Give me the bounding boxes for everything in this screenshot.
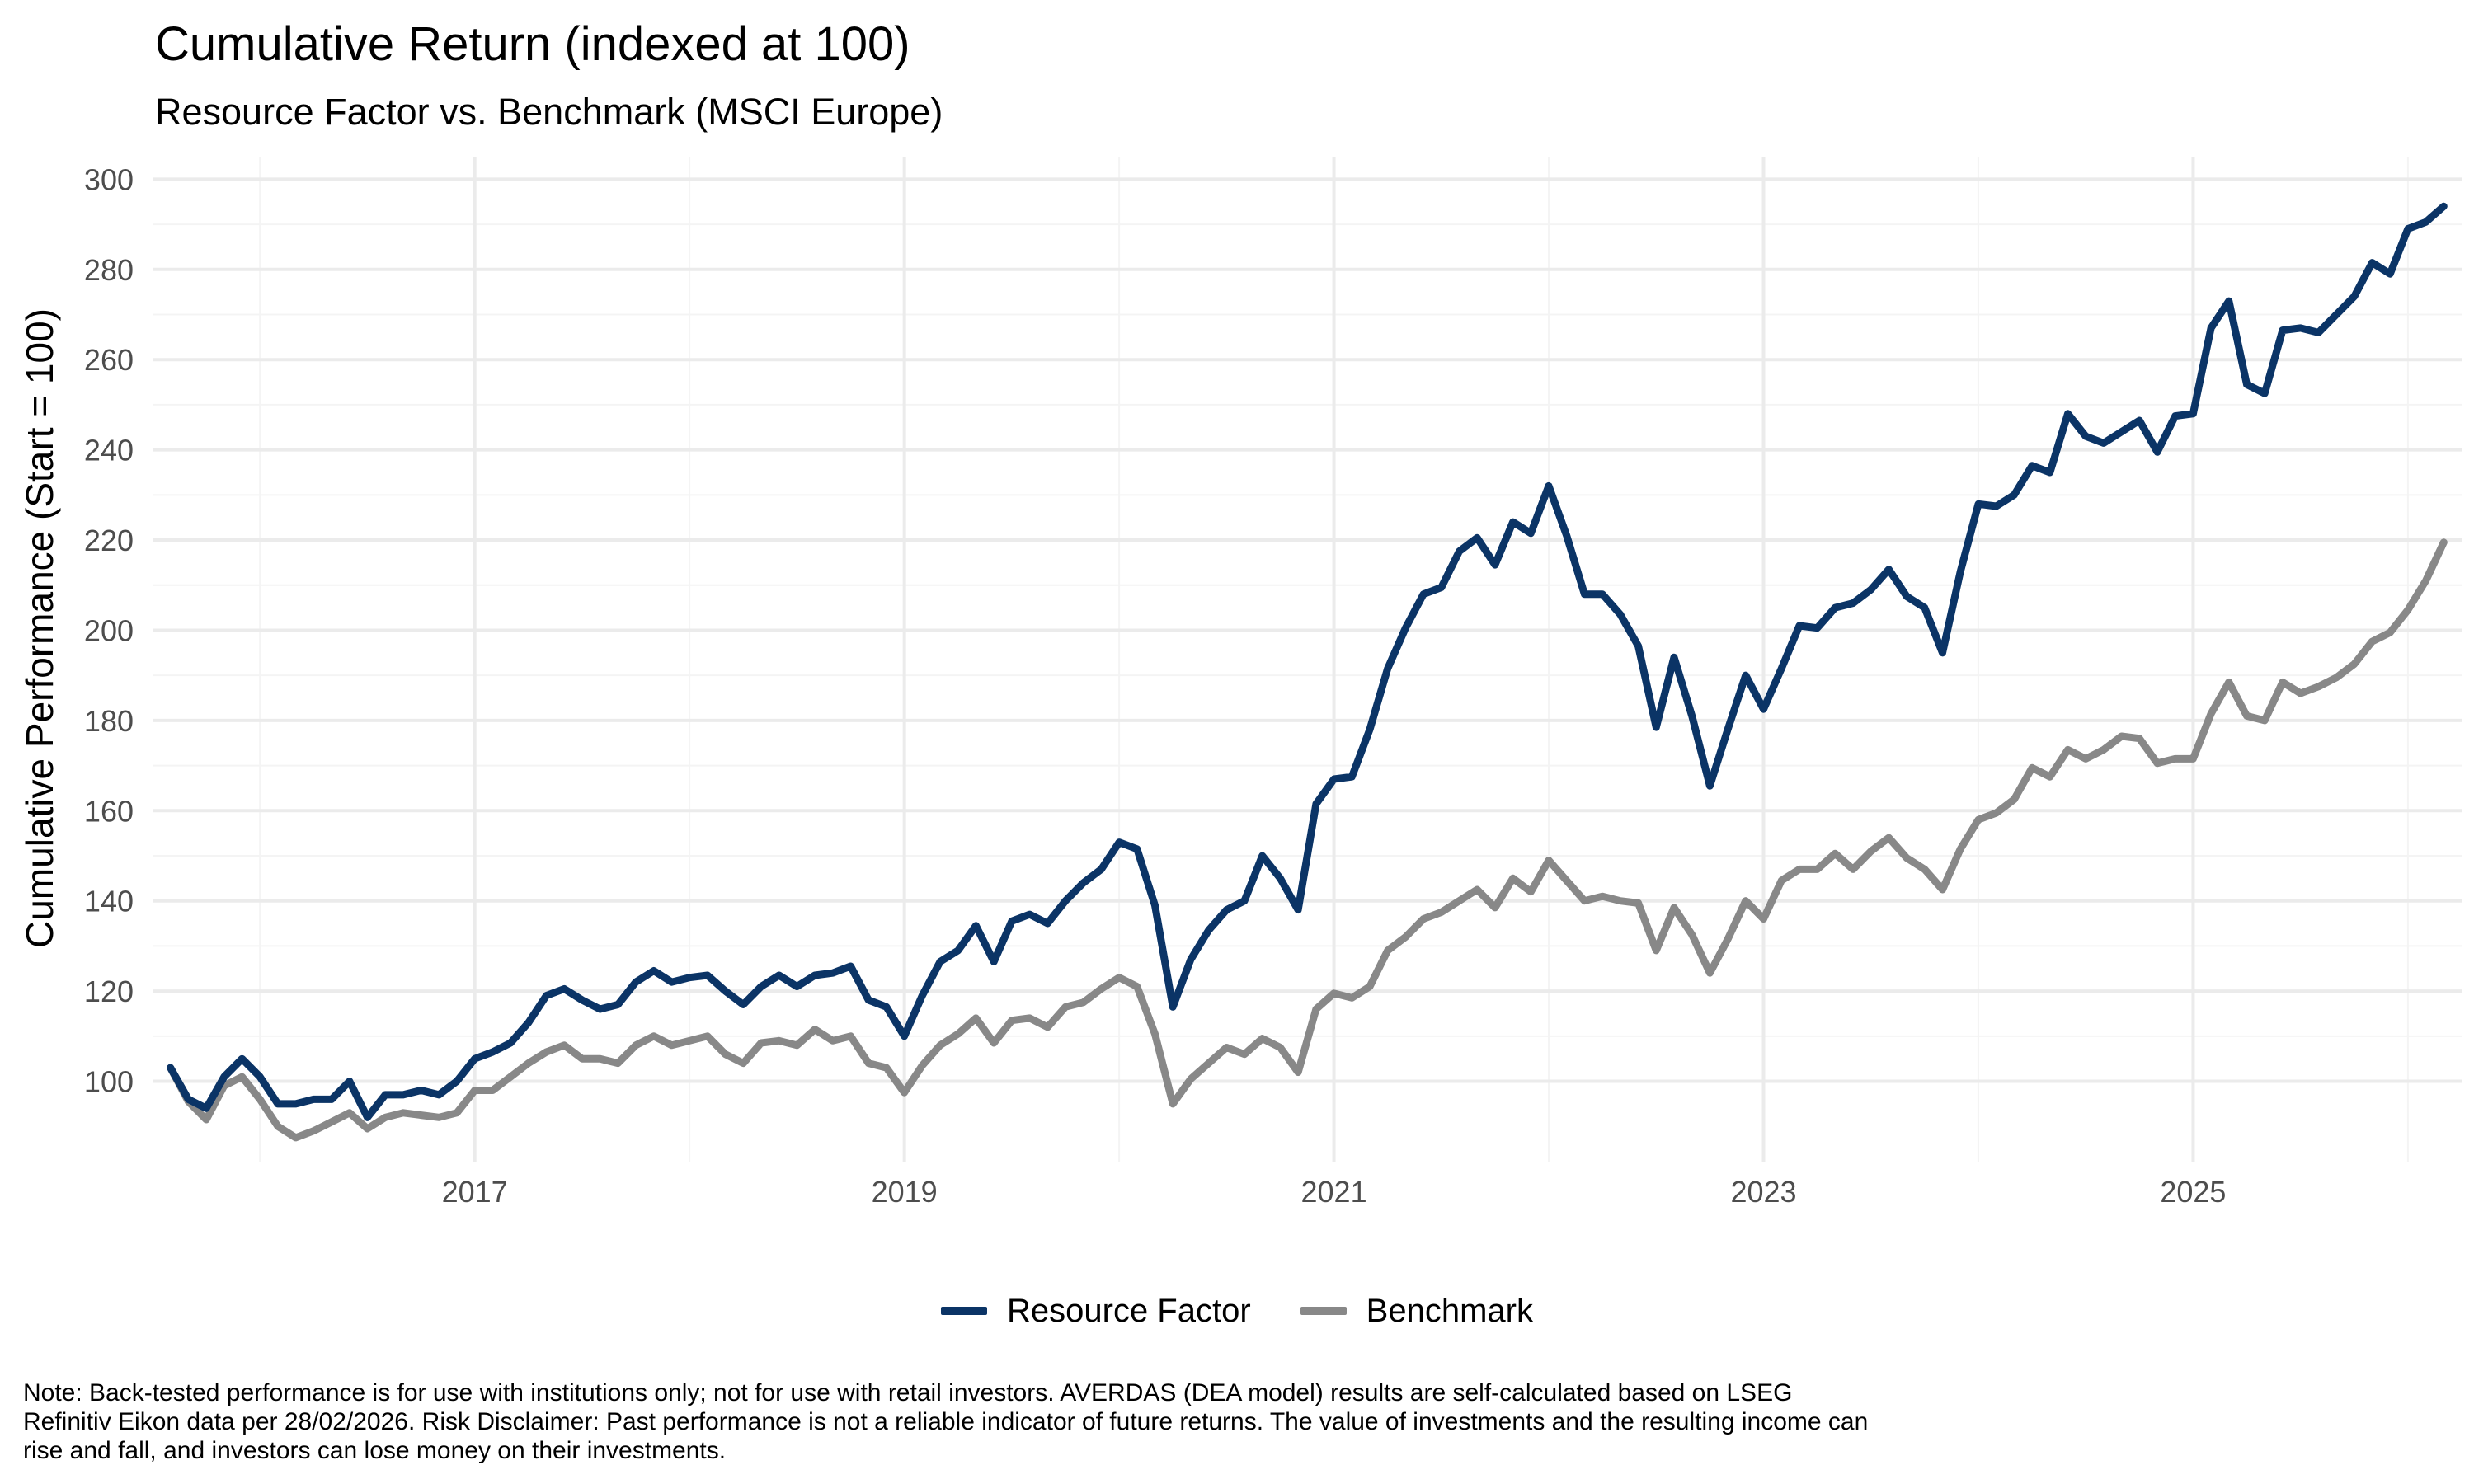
legend-swatch-resource-factor <box>941 1307 987 1315</box>
x-tick-label: 2025 <box>2160 1175 2226 1209</box>
x-tick-labels: 2017 2019 2021 2023 2025 <box>442 1175 2227 1209</box>
y-tick-label: 240 <box>84 434 134 467</box>
y-tick-label: 220 <box>84 524 134 557</box>
y-tick-label: 300 <box>84 162 134 196</box>
legend-item-benchmark: Benchmark <box>1300 1293 1533 1330</box>
y-tick-label: 160 <box>84 794 134 828</box>
y-tick-label: 260 <box>84 343 134 377</box>
major-gridlines <box>153 157 2462 1162</box>
legend-label-benchmark: Benchmark <box>1366 1292 1533 1329</box>
y-tick-label: 140 <box>84 885 134 918</box>
y-tick-label: 120 <box>84 974 134 1008</box>
y-tick-label: 180 <box>84 704 134 738</box>
disclaimer-note: Note: Back-tested performance is for use… <box>23 1379 1869 1464</box>
y-tick-label: 200 <box>84 613 134 647</box>
legend-item-resource-factor: Resource Factor <box>941 1293 1251 1330</box>
legend-swatch-benchmark <box>1300 1307 1347 1315</box>
y-tick-label: 280 <box>84 253 134 287</box>
series-line-resource-factor <box>167 202 2448 1121</box>
x-tick-label: 2023 <box>1730 1175 1796 1209</box>
chart-title: Cumulative Return (indexed at 100) <box>155 17 910 71</box>
series-line-benchmark <box>167 538 2448 1142</box>
chart-subtitle: Resource Factor vs. Benchmark (MSCI Euro… <box>155 91 943 133</box>
legend: Resource Factor Benchmark <box>0 1286 2474 1336</box>
series-lines <box>167 202 2448 1142</box>
x-tick-label: 2021 <box>1301 1175 1367 1209</box>
y-tick-labels: 100 120 140 160 180 200 220 240 260 280 300 <box>84 162 134 1098</box>
y-tick-label: 100 <box>84 1065 134 1099</box>
minor-gridlines <box>153 157 2462 1162</box>
x-tick-label: 2017 <box>442 1175 508 1209</box>
x-tick-label: 2019 <box>872 1175 938 1209</box>
legend-label-resource-factor: Resource Factor <box>1007 1292 1251 1329</box>
